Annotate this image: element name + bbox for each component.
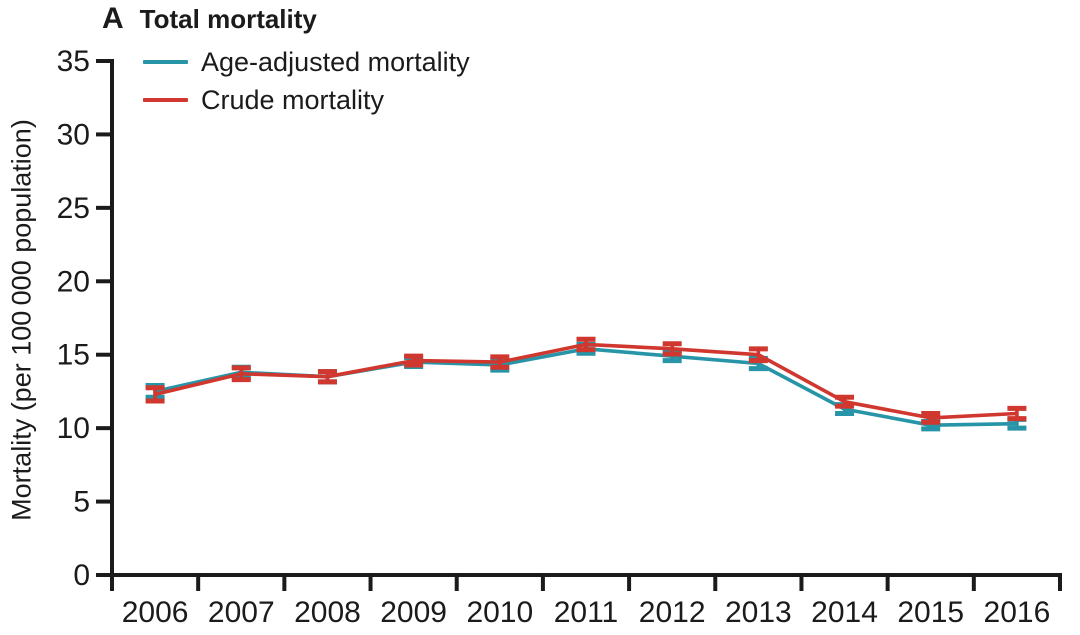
legend-item-crude: Crude mortality — [143, 81, 470, 119]
age-adjusted-line-swatch-icon — [143, 60, 188, 64]
x-tick-label: 2008 — [294, 596, 361, 629]
crude-line-swatch-icon — [143, 98, 188, 102]
y-tick-label: 25 — [57, 192, 90, 225]
chart-title: Total mortality — [139, 4, 317, 34]
y-tick-label: 15 — [57, 339, 90, 372]
x-tick-label: 2007 — [208, 596, 275, 629]
legend-item-age-adjusted: Age-adjusted mortality — [143, 43, 470, 81]
chart-title-row: A Total mortality — [102, 2, 317, 36]
y-tick-label: 30 — [57, 118, 90, 151]
x-tick-label: 2012 — [639, 596, 706, 629]
x-tick-label: 2006 — [122, 596, 189, 629]
panel-label: A — [102, 2, 124, 35]
legend-label-age-adjusted: Age-adjusted mortality — [201, 46, 470, 77]
legend-label-crude: Crude mortality — [201, 84, 385, 115]
x-tick-label: 2013 — [725, 596, 792, 629]
x-tick-label: 2015 — [897, 596, 964, 629]
x-tick-label: 2014 — [811, 596, 878, 629]
y-tick-label: 10 — [57, 412, 90, 445]
y-tick-label: 20 — [57, 265, 90, 298]
x-tick-label: 2016 — [984, 596, 1051, 629]
legend: Age-adjusted mortality Crude mortality — [143, 43, 470, 119]
y-tick-label: 5 — [73, 486, 90, 519]
x-tick-label: 2009 — [380, 596, 447, 629]
y-tick-label: 0 — [73, 559, 90, 592]
x-tick-label: 2011 — [554, 596, 619, 629]
series-line-age-adjusted — [154, 346, 1017, 428]
x-tick-label: 2010 — [466, 596, 533, 629]
y-tick-label: 35 — [57, 45, 90, 78]
